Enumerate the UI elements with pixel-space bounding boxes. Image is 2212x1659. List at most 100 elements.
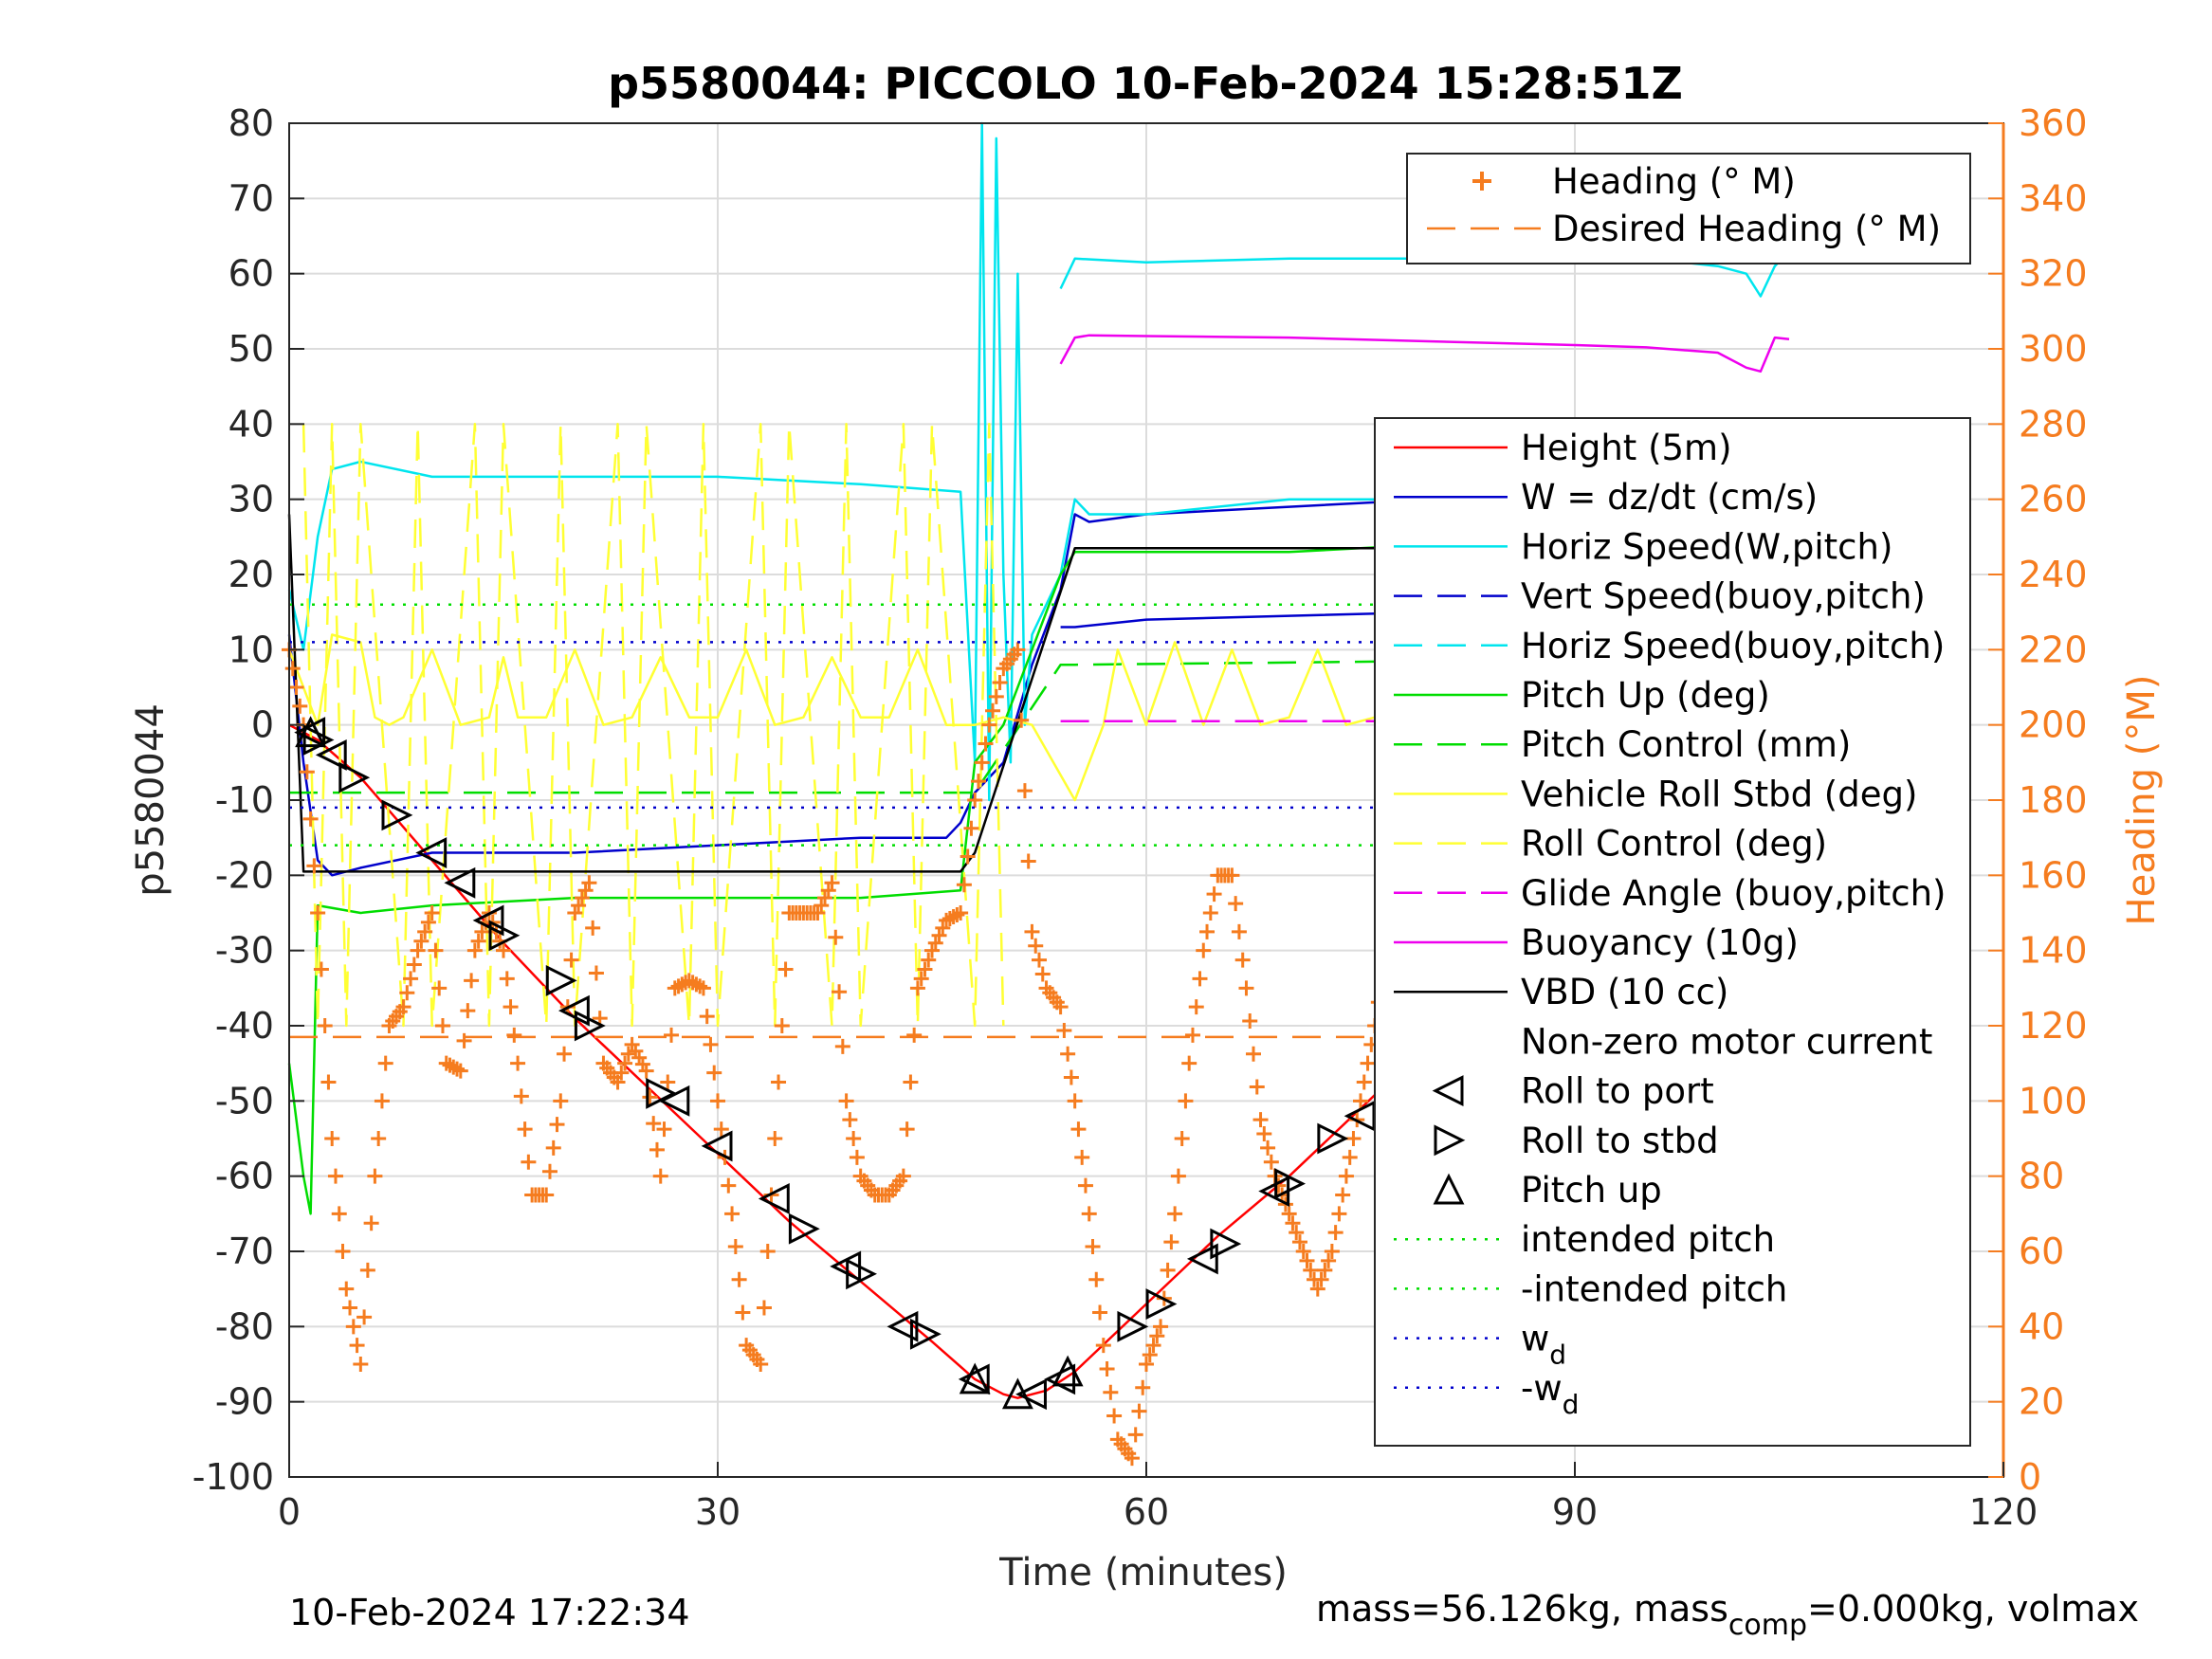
heading-point [1224,867,1240,884]
heading-point [727,1239,743,1255]
heading-point [1228,896,1244,912]
roll-to-port-marker [415,837,448,868]
y-tick-label: -30 [215,930,274,972]
heading-point [410,942,426,958]
roll-to-stbd-marker [909,1318,941,1350]
x-axis-label: Time (minutes) [998,1551,1288,1595]
heading-point [313,961,329,977]
heading-point [731,1271,747,1287]
heading-point [499,971,515,987]
heading-point [638,1063,654,1079]
heading-point [628,1043,644,1059]
heading-point [588,965,604,981]
footer-mass-sub: comp [1728,1609,1807,1642]
heading-point [906,1027,923,1043]
legend-main-label: Horiz Speed(W,pitch) [1521,526,1892,567]
heading-point [1028,938,1044,954]
heading-point [571,898,587,914]
heading-point [1103,1384,1119,1400]
heading-point [1135,1379,1151,1395]
heading-point [1291,1234,1307,1250]
heading-point [1331,1206,1347,1222]
roll-to-port-marker [1015,1378,1047,1411]
heading-point [953,905,969,921]
legend-main-label: Vehicle Roll Stbd (deg) [1521,774,1917,814]
y2-tick-label: 0 [2019,1456,2041,1498]
heading-point [1303,1262,1319,1278]
heading-point [1077,1177,1093,1194]
y-tick-label: 0 [251,704,274,746]
legend-top-label: Desired Heading (° M) [1552,209,1941,249]
heading-point [417,923,433,939]
heading-point [660,1074,676,1090]
heading-point [924,942,940,958]
heading-point [1338,1168,1354,1184]
heading-point [474,923,490,939]
heading-point [456,1032,472,1048]
legend-subscript: d [1563,1389,1580,1420]
heading-point [310,905,326,921]
heading-point [913,971,929,987]
heading-point [1149,1328,1165,1344]
heading-point [1309,1281,1325,1297]
series-pitch-control-mm [289,656,1790,794]
heading-point [399,985,415,1001]
heading-point [624,1036,640,1052]
heading-point [1206,886,1222,902]
heading-point [713,1121,729,1138]
heading-point [1356,1074,1372,1090]
heading-point [413,933,430,949]
heading-point [1131,1403,1147,1419]
heading-point [960,848,976,865]
legend-main-label: W = dz/dt (cm/s) [1521,477,1818,518]
footer-mass-prefix: mass=56.126kg, mass [1316,1588,1728,1630]
heading-point [284,661,301,677]
heading-point [342,1300,358,1316]
x-tick-label: 60 [1124,1491,1169,1533]
heading-point [810,905,826,921]
y-tick-label: 20 [229,554,274,595]
legend-main-label: Roll to port [1521,1071,1714,1112]
pitch-up-marker [1001,1377,1033,1410]
legend-main-label: Non-zero motor current [1521,1021,1932,1062]
heading-point [1335,1187,1351,1203]
heading-point [466,942,483,958]
heading-point [1099,1360,1115,1376]
roll-to-port-marker [701,1130,733,1162]
heading-point [1095,1338,1111,1354]
roll-to-stbd-marker [1274,1168,1307,1200]
heading-point [1184,1027,1200,1043]
legend-main-label: Roll Control (deg) [1521,824,1827,865]
heading-point [356,1309,373,1325]
legend-triangle-icon [1433,1173,1465,1205]
heading-point [324,1131,340,1146]
legend-triangle-icon [1434,1124,1466,1157]
heading-point [1063,1069,1079,1085]
heading-point [631,1049,648,1066]
roll-to-stbd-marker [1210,1228,1242,1260]
footer-mass: mass=56.126kg, masscomp=0.000kg, volmax [1316,1588,2139,1642]
pitch-up-marker [295,716,327,748]
heading-point [1260,1139,1276,1156]
legend-main-label: Horiz Speed(buoy,pitch) [1521,626,1945,666]
heading-point [292,698,308,714]
heading-point [349,1338,365,1354]
heading-point [1192,971,1208,987]
roll-to-port-marker [444,866,476,899]
heading-point [710,1093,725,1109]
y-tick-label: -10 [215,779,274,821]
heading-point [1174,1131,1190,1146]
legend-main-label: Pitch Control (mm) [1521,724,1851,765]
heading-point [449,1061,466,1077]
heading-point [288,680,304,695]
heading-point [824,875,840,891]
heading-point [1196,942,1212,958]
heading-point [1327,1225,1344,1241]
heading-point [327,1168,343,1184]
series-roll-control-deg [302,423,1005,1028]
heading-point [985,702,1001,719]
legend-main-label: intended pitch [1521,1219,1775,1260]
legend-main-label: Height (5m) [1521,428,1732,468]
heading-point [931,927,947,943]
y2-tick-label: 180 [2019,779,2088,821]
